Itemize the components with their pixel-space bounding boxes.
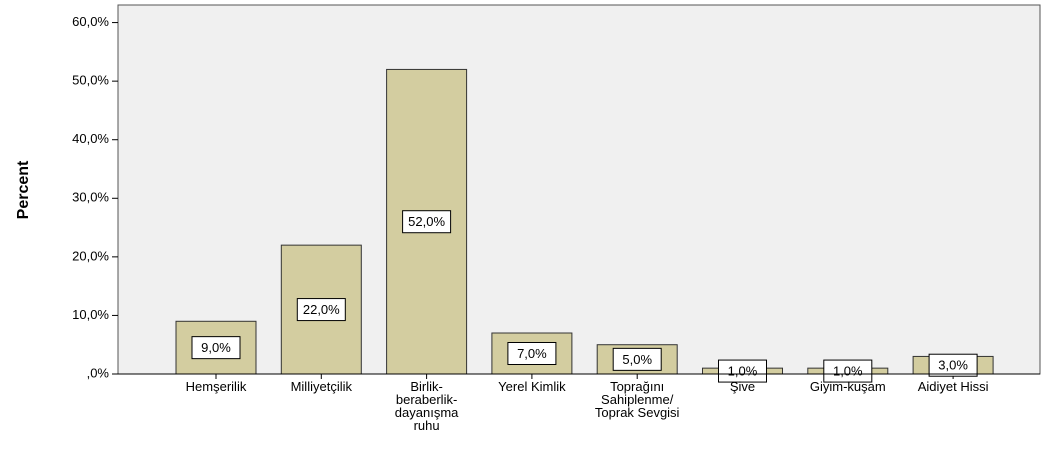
value-label: 52,0% <box>408 214 445 229</box>
x-tick-label: Hemşerilik <box>185 379 247 394</box>
value-label: 3,0% <box>938 358 968 373</box>
value-label-box <box>612 347 662 371</box>
y-tick-label: 10,0% <box>72 307 109 322</box>
value-label-box <box>823 359 873 383</box>
y-tick-label: 20,0% <box>72 248 109 263</box>
value-label: 5,0% <box>622 352 652 367</box>
x-tick-label: Giyim-kuşam <box>809 379 886 394</box>
y-tick-label: 50,0% <box>72 73 109 88</box>
y-tick-label: ,0% <box>87 365 110 380</box>
value-label: 22,0% <box>303 302 340 317</box>
plot-area <box>117 4 1041 375</box>
value-label-box <box>507 342 557 365</box>
y-tick-label: 30,0% <box>72 190 109 205</box>
x-tick-label: Milliyetçilik <box>290 379 352 394</box>
value-label: 7,0% <box>517 346 547 361</box>
x-tick-label: Aidiyet Hissi <box>917 379 989 394</box>
value-label-box <box>402 210 452 234</box>
x-tick-label: Yerel Kimlik <box>498 379 566 394</box>
x-tick-label: Toprağını Sahiplenme/ Toprak Sevgisi <box>594 379 680 420</box>
x-tick-label: Şive <box>729 379 756 394</box>
y-tick-label: 60,0% <box>72 14 109 29</box>
y-axis-title: Percent <box>15 160 32 219</box>
value-label: 1,0% <box>833 364 863 379</box>
value-label-box <box>296 298 346 322</box>
value-label-box <box>191 336 241 360</box>
value-label: 9,0% <box>201 340 231 355</box>
y-tick-label: 40,0% <box>72 131 109 146</box>
value-label-box <box>928 353 978 377</box>
value-label-box <box>718 359 767 383</box>
x-tick-label: Birlik-beraberlik-dayanışma ruhu <box>394 379 459 433</box>
value-label: 1,0% <box>728 364 758 379</box>
